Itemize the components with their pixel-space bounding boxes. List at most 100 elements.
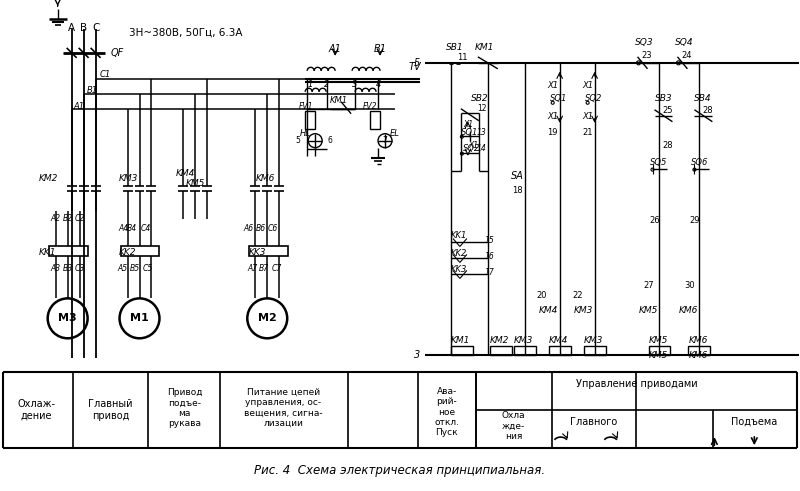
- Text: М1: М1: [130, 313, 149, 324]
- Text: KM4: KM4: [539, 306, 558, 315]
- Text: SQ1: SQ1: [550, 94, 567, 103]
- Text: C7: C7: [272, 264, 282, 273]
- Text: 28: 28: [662, 141, 673, 150]
- Text: A: A: [68, 23, 75, 33]
- Text: KM1: KM1: [330, 96, 348, 105]
- Text: KМ6: KМ6: [678, 306, 698, 315]
- Text: KM2: KM2: [490, 336, 509, 345]
- Text: Рис. 4  Схема электрическая принципиальная.: Рис. 4 Схема электрическая принципиальна…: [254, 464, 546, 477]
- Text: Главный
привод: Главный привод: [88, 399, 133, 421]
- Text: C1: C1: [99, 70, 111, 80]
- Text: A3: A3: [50, 264, 61, 273]
- Text: TV: TV: [409, 62, 422, 72]
- Text: 17: 17: [485, 268, 494, 277]
- Text: B7: B7: [259, 264, 270, 273]
- Text: KK3: KK3: [451, 265, 467, 274]
- Text: B6: B6: [256, 224, 266, 233]
- Text: 22: 22: [573, 291, 583, 300]
- Text: KМ6: KМ6: [689, 336, 708, 345]
- Text: A5: A5: [118, 264, 128, 273]
- Text: KM5: KM5: [639, 306, 658, 315]
- Text: Привод
подъе-
ма
рукава: Привод подъе- ма рукава: [166, 388, 202, 428]
- Text: KK1: KK1: [38, 248, 56, 257]
- Text: A6: A6: [243, 224, 254, 233]
- Text: C2: C2: [74, 214, 85, 223]
- Text: B2: B2: [62, 214, 73, 223]
- Text: 18: 18: [513, 186, 523, 195]
- Text: 7: 7: [382, 136, 387, 145]
- Text: М3: М3: [58, 313, 77, 324]
- Text: Подъема: Подъема: [731, 417, 778, 427]
- Text: 13: 13: [477, 128, 486, 137]
- Text: B5: B5: [130, 264, 139, 273]
- Text: 24: 24: [681, 52, 692, 60]
- Text: SQ2: SQ2: [463, 144, 480, 153]
- Text: X1: X1: [469, 141, 479, 150]
- Bar: [549, 346, 570, 355]
- Text: A7: A7: [247, 264, 258, 273]
- Bar: [649, 346, 670, 355]
- Text: X1: X1: [547, 112, 558, 121]
- Text: 1: 1: [307, 81, 313, 89]
- Text: X1: X1: [582, 112, 593, 121]
- Text: QF: QF: [110, 48, 124, 58]
- Text: 11: 11: [457, 54, 467, 62]
- Bar: [490, 346, 512, 355]
- Text: KM2: KM2: [38, 174, 58, 183]
- Text: KМ3: KМ3: [514, 336, 533, 345]
- Text: Главного: Главного: [570, 417, 618, 427]
- Text: KM5: KM5: [649, 351, 668, 360]
- Text: X1: X1: [547, 82, 558, 90]
- Text: HL: HL: [300, 129, 311, 138]
- Text: SQ5: SQ5: [650, 158, 667, 167]
- Text: 26: 26: [649, 216, 660, 225]
- Text: 3: 3: [353, 81, 358, 89]
- Text: 25: 25: [662, 106, 673, 115]
- Text: 19: 19: [547, 128, 558, 137]
- Text: SQ4: SQ4: [675, 38, 694, 47]
- Text: Охлаж-
дение: Охлаж- дение: [18, 399, 56, 421]
- Text: KK1: KK1: [451, 231, 467, 240]
- Text: C6: C6: [268, 224, 278, 233]
- Text: 2: 2: [325, 81, 330, 89]
- Text: B4: B4: [126, 224, 137, 233]
- Text: B: B: [80, 23, 87, 33]
- Text: 3: 3: [414, 350, 420, 360]
- Bar: [689, 346, 710, 355]
- Text: KМ3: KМ3: [584, 336, 603, 345]
- Text: KM5: KM5: [186, 179, 205, 188]
- Text: KМ6: KМ6: [689, 351, 708, 360]
- Text: X1: X1: [463, 120, 473, 129]
- Text: 29: 29: [689, 216, 700, 225]
- Text: KK2: KK2: [118, 248, 136, 257]
- Text: SB1: SB1: [446, 43, 464, 53]
- Text: A4: A4: [118, 224, 129, 233]
- Text: A1: A1: [329, 44, 342, 54]
- Text: KK3: KK3: [248, 248, 266, 257]
- Text: KM4: KM4: [175, 169, 195, 178]
- Text: A2: A2: [50, 214, 61, 223]
- Text: Питание цепей
управления, ос-
вещения, сигна-
лизации: Питание цепей управления, ос- вещения, с…: [244, 388, 322, 428]
- Text: KM1: KM1: [475, 43, 494, 53]
- Text: B3: B3: [62, 264, 73, 273]
- Text: 16: 16: [485, 252, 494, 261]
- Text: KM5: KM5: [649, 336, 668, 345]
- Text: B1: B1: [374, 44, 386, 54]
- Text: KM6: KM6: [255, 174, 274, 183]
- Bar: [584, 346, 606, 355]
- Text: SB2: SB2: [471, 94, 489, 103]
- Bar: [305, 111, 315, 129]
- Bar: [250, 246, 288, 256]
- Text: KM1: KM1: [451, 336, 470, 345]
- Text: 14: 14: [477, 144, 486, 153]
- Text: 3Н~380В, 50Гц, 6.3А: 3Н~380В, 50Гц, 6.3А: [129, 28, 242, 38]
- Text: B1: B1: [86, 86, 98, 95]
- Text: 6: 6: [328, 136, 333, 145]
- Bar: [451, 346, 473, 355]
- Text: EL: EL: [390, 129, 400, 138]
- Text: SB3: SB3: [654, 94, 672, 103]
- Bar: [49, 246, 88, 256]
- Text: FV2: FV2: [363, 102, 378, 111]
- Text: SQ3: SQ3: [635, 38, 654, 47]
- Text: 5: 5: [296, 136, 301, 145]
